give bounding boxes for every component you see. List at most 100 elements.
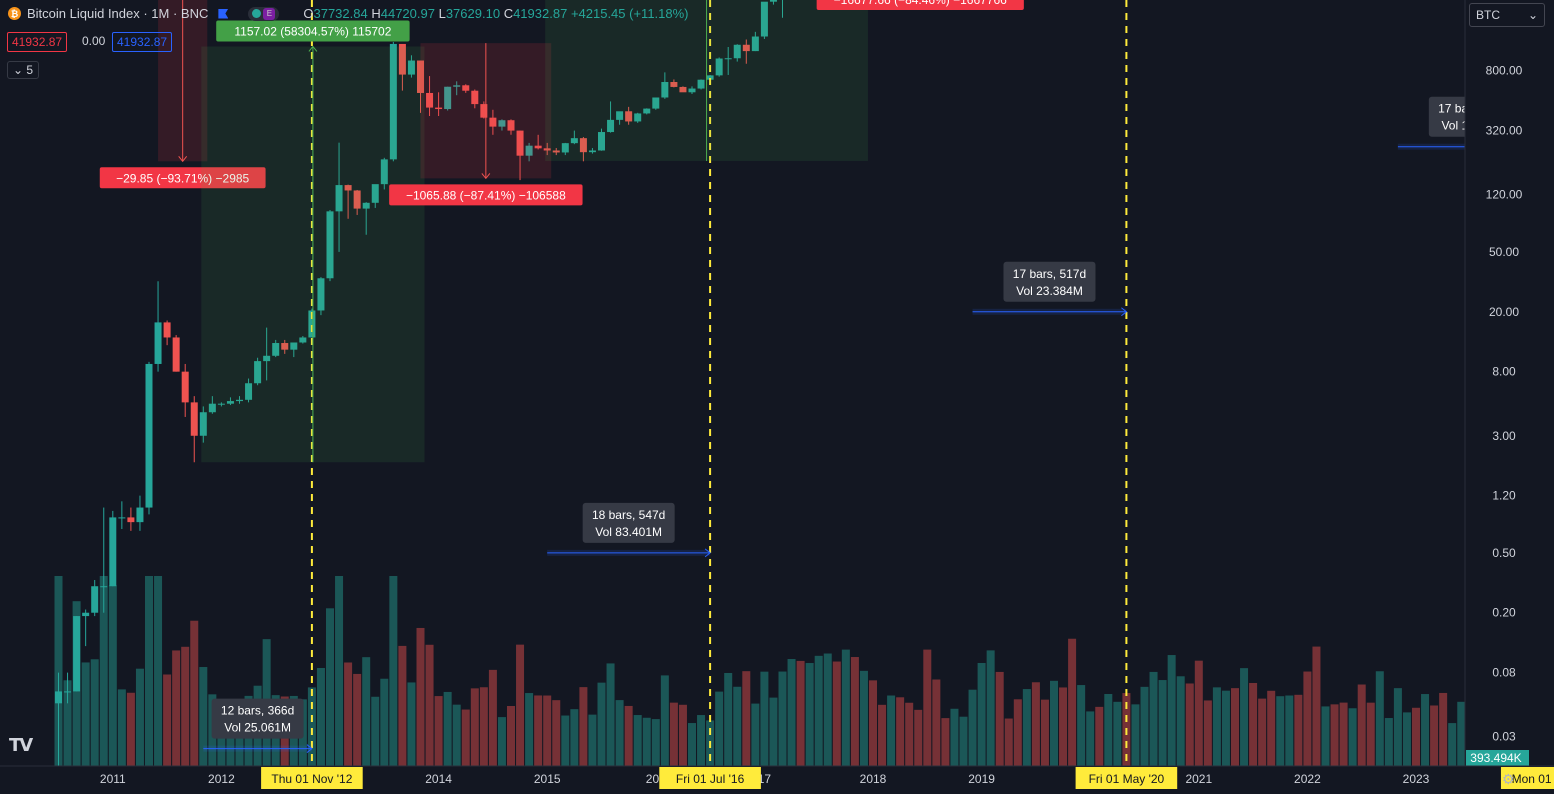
price-axis-tick: 0.20 xyxy=(1492,606,1516,620)
price-axis-tick: 3.00 xyxy=(1492,429,1516,443)
time-axis-tick: 2021 xyxy=(1185,772,1212,786)
volume-bar xyxy=(135,668,144,766)
volume-bar xyxy=(443,691,452,766)
volume-bar xyxy=(181,646,190,766)
volume-bar xyxy=(389,576,398,766)
volume-bar xyxy=(660,675,669,766)
candle-body xyxy=(181,371,189,403)
volume-bar xyxy=(887,695,896,766)
candle-body xyxy=(516,130,524,156)
time-marker-label-bg xyxy=(659,767,761,789)
volume-bar xyxy=(488,669,497,766)
volume-bar xyxy=(398,645,407,766)
volume-bar xyxy=(552,700,561,766)
settings-gear-icon[interactable]: ⚙ xyxy=(1502,771,1515,787)
volume-bar xyxy=(507,705,515,766)
time-axis-tick: 2022 xyxy=(1294,772,1321,786)
change-value: +4215.45 (+11.18%) xyxy=(570,6,689,21)
close-value: 41932.87 xyxy=(513,6,568,21)
candle-body xyxy=(236,399,243,402)
date-range-label-bg xyxy=(211,698,304,739)
date-range-bars: 18 bars, 547d xyxy=(592,508,665,522)
volume-bar xyxy=(326,608,334,766)
volume-bar xyxy=(163,674,172,766)
candle-body xyxy=(579,138,587,153)
indicators-toggle[interactable]: ⌄ 5 xyxy=(7,61,40,79)
volume-bar xyxy=(986,650,995,766)
volume-bar xyxy=(1149,671,1158,766)
price-axis-tick: 1.20 xyxy=(1492,489,1516,503)
candle-body xyxy=(661,82,669,98)
candle-body xyxy=(697,79,705,89)
candle-body xyxy=(344,185,352,191)
bid-price[interactable]: 41932.87 xyxy=(7,32,68,52)
ohlc-values: O37732.84 H44720.97 L37629.10 C41932.87 … xyxy=(303,6,689,21)
spread-value: 0.00 xyxy=(82,34,106,48)
candle-body xyxy=(760,1,768,37)
volume-bar xyxy=(606,663,615,766)
flag-icon[interactable] xyxy=(218,8,229,19)
volume-bar xyxy=(1022,689,1031,766)
volume-bar xyxy=(1276,696,1285,766)
symbol-title[interactable]: Bitcoin Liquid Index · 1M · BNC xyxy=(27,6,209,21)
time-axis-tick: 2023 xyxy=(1403,772,1430,786)
candle-body xyxy=(453,85,461,87)
volume-bar xyxy=(1402,712,1411,766)
candle-body xyxy=(380,159,388,185)
volume-bar xyxy=(1040,699,1049,766)
volume-bar xyxy=(1068,638,1077,766)
volume-value: 393.494K xyxy=(1470,751,1521,765)
volume-bar xyxy=(787,659,796,766)
date-range-volume: Vol 83.401M xyxy=(595,525,662,539)
time-marker-label-bg xyxy=(1500,767,1554,789)
candle-body xyxy=(353,190,361,209)
symbol-select[interactable]: BTC ⌄ xyxy=(1469,3,1545,27)
volume-bar xyxy=(172,650,181,766)
volume-bar xyxy=(145,576,153,766)
candle-body xyxy=(263,355,271,362)
time-axis-tick: 2011 xyxy=(100,772,126,786)
volume-bar xyxy=(1077,685,1086,766)
indicator-pill[interactable]: E xyxy=(248,6,280,21)
tradingview-logo-icon[interactable]: 𝗧𝗩 xyxy=(9,735,33,755)
volume-bar xyxy=(678,704,687,766)
volume-bar xyxy=(1267,690,1276,766)
candle-body xyxy=(55,691,62,704)
candle-body xyxy=(64,691,72,693)
volume-bar xyxy=(1312,646,1321,766)
volume-bar xyxy=(1421,694,1430,766)
volume-bar xyxy=(108,585,117,766)
volume-bar xyxy=(651,719,660,766)
candle-body xyxy=(317,278,325,311)
bitcoin-icon: ₿ xyxy=(8,7,21,20)
volume-bar xyxy=(1104,693,1113,766)
volume-bar xyxy=(561,715,570,766)
candle-body xyxy=(733,44,741,59)
volume-bar xyxy=(968,689,977,766)
candle-body xyxy=(552,150,560,153)
price-range-arrowhead xyxy=(178,155,188,163)
ask-price[interactable]: 41932.87 xyxy=(112,32,173,52)
volume-bar xyxy=(869,680,877,766)
candle-body xyxy=(607,119,615,133)
volume-bar xyxy=(543,695,552,766)
date-range-label-bg xyxy=(1003,261,1096,302)
volume-bar xyxy=(769,697,778,766)
volume-bar xyxy=(615,700,624,766)
symbol-select-value: BTC xyxy=(1476,8,1500,22)
candle-body xyxy=(616,111,624,120)
volume-bar xyxy=(497,717,506,766)
volume-bar xyxy=(697,715,706,766)
volume-bar xyxy=(1221,690,1230,766)
volume-bar xyxy=(896,697,905,766)
volume-bar xyxy=(425,644,434,766)
price-range-label: 1157.02 (58304.57%) 115702 xyxy=(234,24,391,38)
date-range-bars: 12 bars, 366d xyxy=(221,704,294,718)
candle-body xyxy=(444,86,452,110)
volume-bar xyxy=(407,682,416,766)
candle-body xyxy=(217,403,225,405)
candle-body xyxy=(208,403,216,413)
candle-body xyxy=(670,82,678,87)
chevron-down-icon: ⌄ xyxy=(1527,8,1538,22)
